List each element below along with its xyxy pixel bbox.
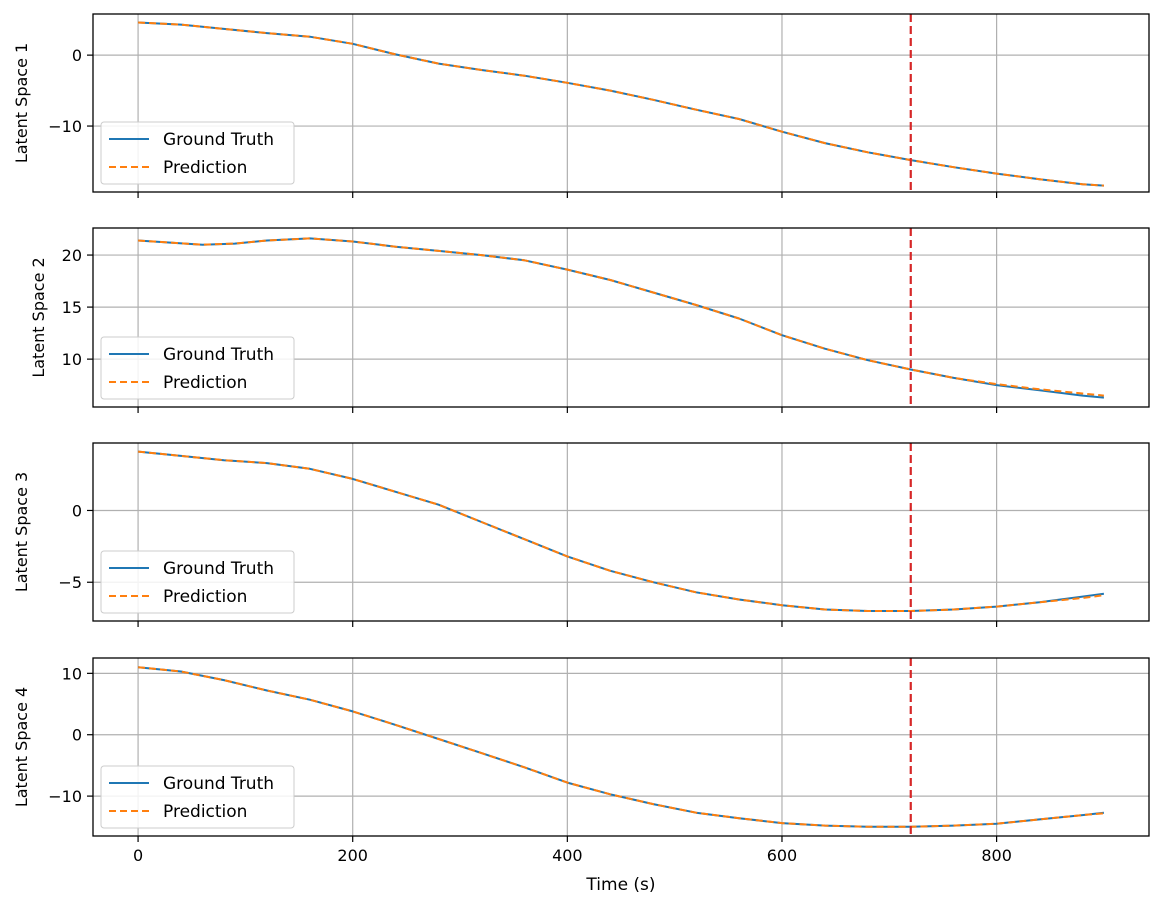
x-tick-label: 200 (337, 846, 368, 865)
legend-label-ground-truth: Ground Truth (163, 774, 274, 794)
subplot-3: 0 −5 Latent Space 3 Ground Truth Prediction (12, 442, 1150, 627)
x-tick-label: 600 (767, 846, 798, 865)
legend-label-ground-truth: Ground Truth (163, 130, 274, 150)
subplot-1: 0 −10 Latent Space 1 Ground Truth Prediction (12, 13, 1150, 198)
x-axis-label: Time (s) (585, 875, 655, 895)
y-axis-label: Latent Space 3 (12, 472, 31, 592)
legend-label-ground-truth: Ground Truth (163, 345, 274, 365)
axes-frame (92, 227, 1150, 408)
legend-label-prediction: Prediction (163, 158, 247, 178)
y-tick-label: 10 (62, 350, 82, 369)
legend-box (100, 336, 295, 400)
y-tick-label: −10 (48, 117, 82, 136)
y-tick-label: 0 (72, 726, 82, 745)
subplot-2: 10 15 20 Latent Space 2 Ground Truth Predicti… (29, 227, 1150, 413)
series-line-prediction (138, 237, 1104, 397)
legend-label-prediction: Prediction (163, 587, 247, 607)
y-tick-label: −10 (48, 787, 82, 806)
y-axis-label: Latent Space 1 (12, 43, 31, 163)
axes-frame (92, 442, 1150, 622)
y-tick-label: −5 (58, 573, 82, 592)
x-tick-label: 0 (133, 846, 143, 865)
legend-label-ground-truth: Ground Truth (163, 559, 274, 579)
axes-frame (92, 657, 1150, 837)
y-tick-label: 0 (72, 46, 82, 65)
y-tick-label: 15 (62, 298, 82, 317)
legend-box (100, 765, 295, 829)
series-line-prediction (138, 666, 1104, 828)
legend-label-prediction: Prediction (163, 802, 247, 822)
axes-frame (92, 13, 1150, 193)
series-line-prediction (138, 450, 1105, 612)
y-tick-label: 0 (72, 501, 82, 520)
y-tick-label: 20 (62, 246, 82, 265)
legend-box (100, 121, 295, 185)
y-tick-label: 10 (62, 664, 82, 683)
legend-label-prediction: Prediction (163, 373, 247, 393)
y-axis-label: Latent Space 4 (12, 687, 31, 807)
y-axis-label: Latent Space 2 (29, 257, 48, 377)
series-line-prediction (138, 21, 1104, 187)
legend-box (100, 550, 295, 614)
x-tick-label: 400 (552, 846, 583, 865)
subplot-4: 0 200 400 600 800 10 0 −10 Latent Space 4 Ground … (12, 657, 1150, 865)
x-tick-label: 800 (981, 846, 1012, 865)
